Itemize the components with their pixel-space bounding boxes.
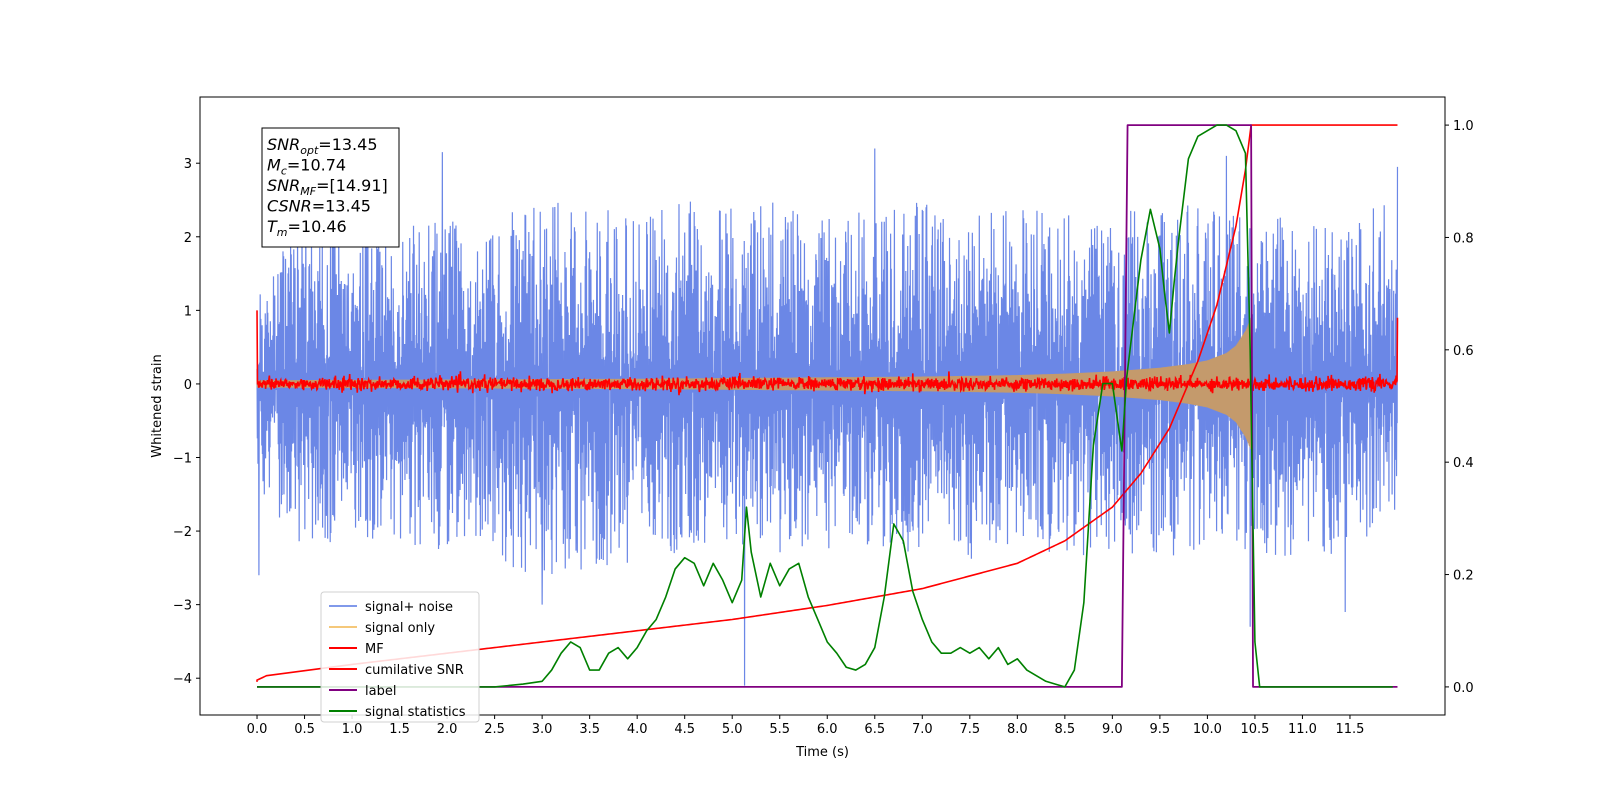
y-tick-label: 3 <box>184 157 192 172</box>
x-tick-label: 9.0 <box>1102 722 1123 737</box>
x-tick-label: 2.0 <box>437 722 458 737</box>
x-tick-label: 7.5 <box>959 722 980 737</box>
x-tick-label: 1.5 <box>389 722 410 737</box>
x-tick-label: 11.5 <box>1335 722 1364 737</box>
annotation-line: CSNR=13.45 <box>267 197 371 216</box>
legend-frame <box>320 591 480 723</box>
y-tick-label: −3 <box>173 599 192 614</box>
x-tick-label: 3.0 <box>532 722 553 737</box>
series-mf <box>256 310 1399 396</box>
legend-label: signal+ noise <box>365 600 453 615</box>
x-tick-label: 6.0 <box>817 722 838 737</box>
series-signal-statistics <box>257 124 1393 688</box>
y2-tick-label: 1.0 <box>1453 119 1474 134</box>
annotation-line: SNRopt=13.45 <box>267 135 378 157</box>
x-tick-label: 5.5 <box>769 722 790 737</box>
legend-label: label <box>365 684 396 699</box>
x-tick-label: 11.0 <box>1288 722 1317 737</box>
x-tick-label: 9.5 <box>1150 722 1171 737</box>
x-axis-label: Time (s) <box>795 745 849 760</box>
y-tick-label: −1 <box>173 452 192 467</box>
x-tick-label: 0.5 <box>294 722 315 737</box>
annotation-frame <box>261 127 400 248</box>
x-tick-label: 5.0 <box>722 722 743 737</box>
x-tick-label: 2.5 <box>484 722 505 737</box>
y2-axis-ticks: 0.0 0.2 0.4 0.6 0.8 1.0 <box>1445 119 1474 696</box>
y2-tick-label: 0.0 <box>1453 681 1474 696</box>
x-tick-label: 1.0 <box>342 722 363 737</box>
series-signal-noise <box>256 148 1399 686</box>
y-tick-label: 1 <box>184 304 192 319</box>
y-axis-label: Whitened strain <box>150 354 165 457</box>
x-axis-ticks: 0.0 0.5 1.0 1.5 2.0 2.5 3.0 3.5 4.0 4.5 5.0 5.5 6.0 6… <box>247 715 1364 737</box>
y-axis-ticks: −4 −3 −2 −1 0 1 2 3 <box>173 157 200 687</box>
annotation-line: Mc=10.74 <box>267 156 346 178</box>
annotation-box: SNRopt=13.45Mc=10.74SNRMF=[14.91]CSNR=13… <box>261 127 400 248</box>
x-tick-label: 3.5 <box>579 722 600 737</box>
x-tick-label: 8.0 <box>1007 722 1028 737</box>
legend-label: MF <box>365 642 384 657</box>
x-tick-label: 4.0 <box>627 722 648 737</box>
x-tick-label: 7.0 <box>912 722 933 737</box>
y2-tick-label: 0.2 <box>1453 569 1474 584</box>
y2-tick-label: 0.4 <box>1453 456 1474 471</box>
y2-tick-label: 0.6 <box>1453 344 1474 359</box>
legend-label: signal statistics <box>365 705 466 720</box>
legend-label: cumilative SNR <box>365 663 464 678</box>
y-tick-label: 2 <box>184 231 192 246</box>
x-tick-label: 8.5 <box>1055 722 1076 737</box>
legend-label: signal only <box>365 621 435 636</box>
legend: signal+ noise signal only MF cumilative SNR… <box>320 591 480 723</box>
x-tick-label: 10.5 <box>1240 722 1269 737</box>
x-tick-label: 10.0 <box>1193 722 1222 737</box>
plot-frame <box>199 96 1446 716</box>
annotation-line: Tm=10.46 <box>267 217 347 239</box>
x-tick-label: 0.0 <box>247 722 268 737</box>
y-tick-label: −2 <box>173 525 192 540</box>
annotation-line: SNRMF=[14.91] <box>267 176 388 198</box>
y-tick-label: 0 <box>184 378 192 393</box>
y2-tick-label: 0.8 <box>1453 231 1474 246</box>
x-tick-label: 6.5 <box>864 722 885 737</box>
x-tick-label: 4.5 <box>674 722 695 737</box>
y-tick-label: −4 <box>173 672 192 687</box>
